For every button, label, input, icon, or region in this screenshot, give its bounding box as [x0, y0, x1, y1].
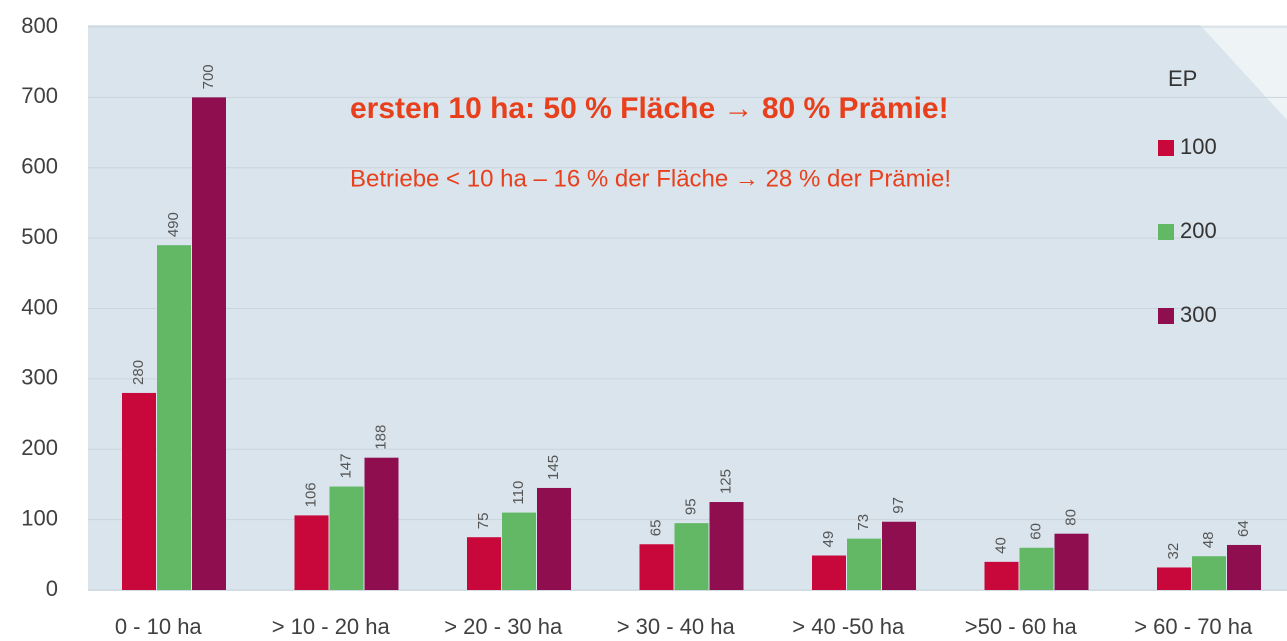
- bar: [122, 392, 156, 590]
- bar: [502, 512, 536, 590]
- x-tick-label: > 20 - 30 ha: [444, 614, 563, 639]
- legend-label: 300: [1180, 302, 1217, 327]
- data-label: 75: [475, 513, 492, 530]
- data-label: 188: [372, 425, 389, 450]
- bar: [294, 515, 329, 590]
- annotation: ersten 10 ha: 50 % Fläche → 80 % Prämie!: [350, 92, 949, 125]
- bar: [812, 555, 846, 590]
- bar: [1157, 567, 1191, 590]
- x-tick-label: > 30 - 40 ha: [617, 614, 736, 639]
- data-label: 280: [130, 360, 147, 385]
- x-tick-label: 0 - 10 ha: [115, 614, 203, 639]
- y-tick-label: 800: [21, 13, 58, 38]
- data-label: 49: [820, 531, 837, 548]
- bar: [847, 538, 881, 590]
- data-label: 40: [992, 537, 1009, 554]
- bar: [537, 487, 571, 590]
- x-tick-label: > 10 - 20 ha: [272, 614, 391, 639]
- x-tick-label: > 40 -50 ha: [792, 614, 905, 639]
- y-tick-label: 300: [21, 365, 58, 390]
- bar: [1227, 544, 1261, 590]
- y-tick-label: 600: [21, 154, 58, 179]
- decoration: [1200, 25, 1287, 120]
- bar: [192, 97, 226, 590]
- y-tick-label: 100: [21, 505, 58, 530]
- x-tick-label: >50 - 60 ha: [965, 614, 1078, 639]
- legend-swatch: [1158, 224, 1174, 240]
- legend-swatch: [1158, 140, 1174, 156]
- data-label: 32: [1165, 543, 1182, 560]
- data-label: 80: [1062, 509, 1079, 526]
- bar: [1054, 533, 1089, 590]
- data-label: 106: [302, 482, 319, 507]
- bar: [639, 544, 674, 590]
- bar: [157, 245, 191, 590]
- y-tick-label: 400: [21, 294, 58, 319]
- y-tick-label: 500: [21, 224, 58, 249]
- y-tick-label: 700: [21, 83, 58, 108]
- data-label: 48: [1200, 532, 1217, 549]
- bar: [674, 523, 709, 590]
- annotation: Betriebe < 10 ha – 16 % der Fläche → 28 …: [350, 165, 951, 192]
- legend-title: EP: [1168, 66, 1197, 91]
- data-label: 60: [1027, 523, 1044, 540]
- y-tick-label: 0: [46, 576, 58, 601]
- data-label: 145: [545, 455, 562, 480]
- x-tick-label: > 60 - 70 ha: [1134, 614, 1253, 639]
- bar: [709, 502, 744, 590]
- bar: [882, 521, 916, 590]
- bar: [1192, 556, 1226, 590]
- bar: [364, 457, 399, 590]
- legend-swatch: [1158, 308, 1174, 324]
- legend-label: 100: [1180, 134, 1217, 159]
- data-label: 700: [200, 64, 217, 89]
- bar: [984, 561, 1019, 590]
- data-label: 147: [337, 454, 354, 479]
- bar: [467, 537, 501, 590]
- legend-label: 200: [1180, 218, 1217, 243]
- data-label: 110: [510, 481, 527, 505]
- y-tick-label: 200: [21, 435, 58, 460]
- data-label: 95: [682, 498, 699, 515]
- bar: [1019, 547, 1054, 590]
- data-label: 73: [855, 514, 872, 531]
- data-label: 64: [1235, 520, 1252, 537]
- data-label: 125: [717, 469, 734, 494]
- data-label: 97: [890, 497, 907, 514]
- data-label: 65: [647, 520, 664, 537]
- data-label: 490: [165, 212, 182, 237]
- bar: [329, 486, 364, 590]
